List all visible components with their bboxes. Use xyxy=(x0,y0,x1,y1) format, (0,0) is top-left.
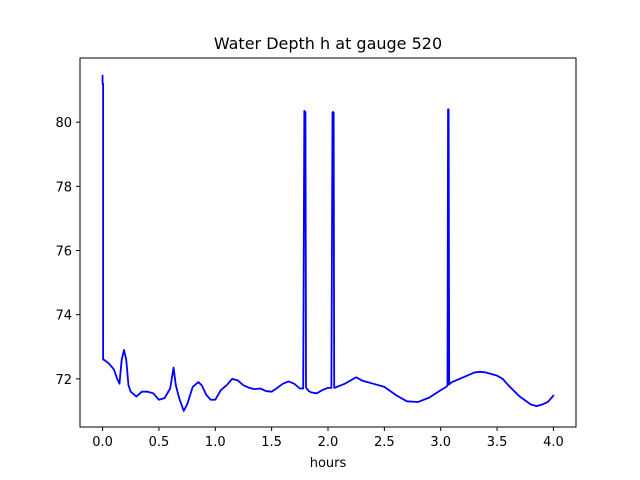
x-axis: 0.0 0.5 1.0 1.5 2.0 2.5 3.0 3.5 4.0 xyxy=(92,427,564,450)
y-tick-label: 76 xyxy=(55,245,72,260)
x-axis-label: hours xyxy=(310,456,347,471)
x-tick-label: 3.5 xyxy=(487,435,508,450)
x-tick-label: 4.0 xyxy=(543,435,564,450)
y-tick-label: 72 xyxy=(55,373,72,388)
y-tick-label: 80 xyxy=(55,116,72,131)
x-tick-label: 1.0 xyxy=(205,435,226,450)
x-tick-label: 0.0 xyxy=(92,435,113,450)
series-group xyxy=(101,74,555,412)
chart-title: Water Depth h at gauge 520 xyxy=(214,34,442,53)
y-tick-label: 74 xyxy=(55,309,72,324)
x-tick-label: 3.0 xyxy=(430,435,451,450)
x-tick-label: 1.5 xyxy=(261,435,282,450)
series-line-0 xyxy=(101,74,555,412)
x-tick-label: 2.0 xyxy=(318,435,339,450)
x-tick-label: 0.5 xyxy=(149,435,170,450)
y-tick-label: 78 xyxy=(55,180,72,195)
y-axis: 72 74 76 78 80 xyxy=(55,116,80,388)
plot-area xyxy=(79,57,577,428)
x-tick-label: 2.5 xyxy=(374,435,395,450)
